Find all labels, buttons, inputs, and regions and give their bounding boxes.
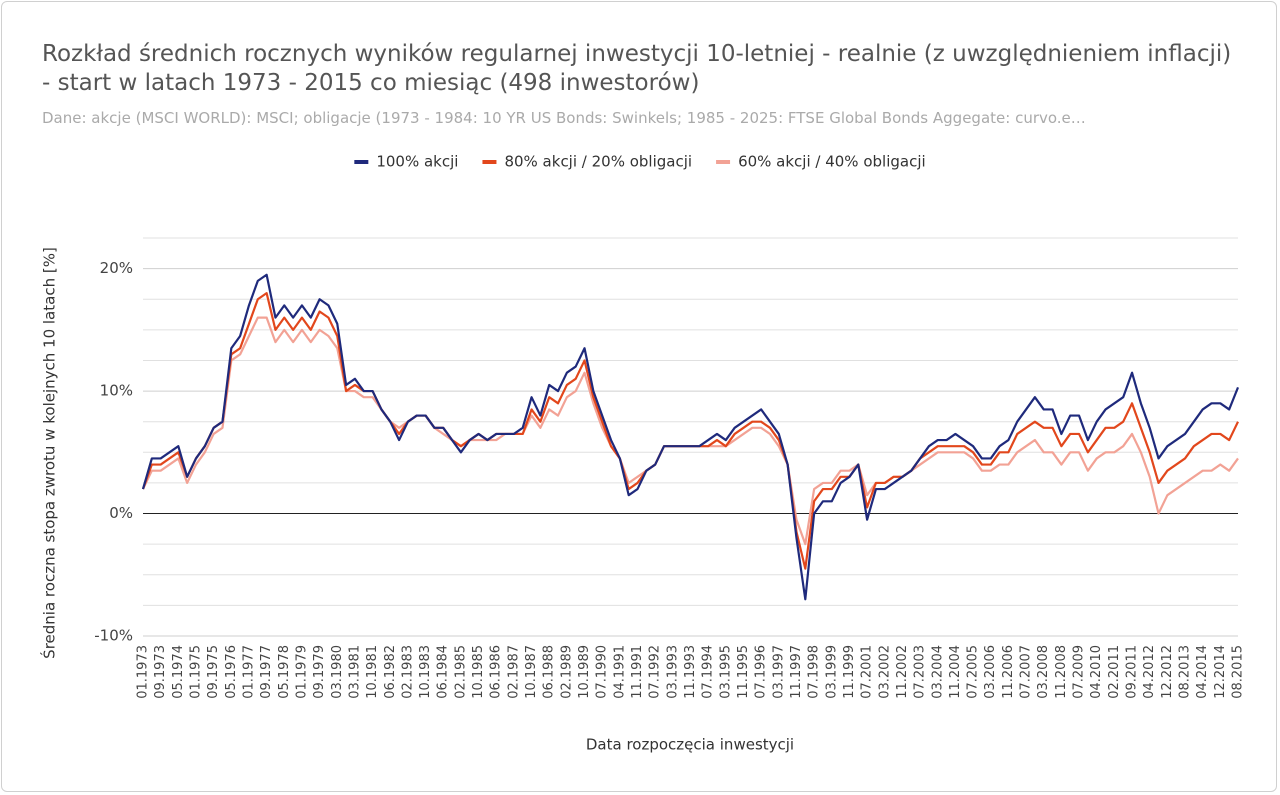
x-tick-label: 07.1996 — [754, 645, 769, 699]
x-tick-label: 01.1973 — [136, 645, 151, 699]
x-tick-label: 02.1987 — [506, 645, 521, 699]
x-tick-label: 06.1988 — [542, 645, 557, 699]
x-tick-label: 09.1975 — [206, 645, 221, 699]
x-tick-label: 02.1985 — [453, 645, 468, 699]
x-tick-label: 10.1981 — [365, 645, 380, 699]
y-axis-label: Średnia roczna stopa zwrotu w kolejnych … — [40, 247, 59, 659]
x-tick-label: 03.1997 — [771, 645, 786, 699]
x-tick-label: 11.1993 — [683, 645, 698, 699]
x-tick-label: 07.2007 — [1019, 645, 1034, 699]
x-tick-label: 07.1992 — [648, 645, 663, 699]
x-tick-label: 09.1979 — [312, 645, 327, 699]
x-tick-label: 07.2005 — [966, 645, 981, 699]
y-tick-label: 10% — [100, 382, 133, 400]
x-tick-label: 03.1995 — [718, 645, 733, 699]
x-tick-label: 06.1982 — [383, 645, 398, 699]
x-tick-label: 02.1983 — [400, 645, 415, 699]
x-tick-label: 05.1976 — [224, 645, 239, 699]
x-tick-label: 03.2008 — [1036, 645, 1051, 699]
x-tick-label: 09.2011 — [1125, 645, 1140, 699]
legend: 100% akcji 80% akcji / 20% obligacji 60% a… — [354, 153, 926, 171]
x-tick-label: 07.2009 — [1072, 645, 1087, 699]
x-tick-label: 11.2004 — [948, 645, 963, 699]
chart-title: Rozkład średnich rocznych wyników regula… — [42, 41, 1232, 96]
x-tick-label: 06.1984 — [436, 645, 451, 699]
x-tick-label: 12.2012 — [1160, 645, 1175, 699]
legend-label: 100% akcji — [376, 153, 458, 171]
legend-label: 80% akcji / 20% obligacji — [504, 153, 692, 171]
x-tick-label: 11.2006 — [1001, 645, 1016, 699]
x-tick-label: 11.1991 — [630, 645, 645, 699]
x-tick-label: 11.1997 — [789, 645, 804, 699]
x-tick-label: 07.1990 — [595, 645, 610, 699]
x-tick-label: 03.2006 — [983, 645, 998, 699]
x-tick-label: 10.1987 — [524, 645, 539, 699]
x-axis-label: Data rozpoczęcia inwestycji — [586, 736, 794, 754]
x-tick-label: 11.2002 — [895, 645, 910, 699]
x-tick-label: 10.1985 — [471, 645, 486, 699]
x-tick-label: 11.2008 — [1054, 645, 1069, 699]
x-tick-label: 03.1993 — [665, 645, 680, 699]
x-tick-label: 10.1983 — [418, 645, 433, 699]
x-tick-label: 09.1977 — [259, 645, 274, 699]
x-tick-label: 09.1973 — [153, 645, 168, 699]
x-tick-label: 07.1994 — [701, 645, 716, 699]
x-tick-label: 03.2002 — [877, 645, 892, 699]
y-tick-label: 20% — [100, 259, 133, 277]
x-tick-label: 04.2012 — [1142, 645, 1157, 699]
x-tick-label: 08.2015 — [1231, 645, 1246, 699]
x-tick-label: 04.2010 — [1089, 645, 1104, 699]
legend-label: 60% akcji / 40% obligacji — [738, 153, 926, 171]
x-tick-label: 01.1977 — [241, 645, 256, 699]
x-tick-label: 03.1980 — [330, 645, 345, 699]
x-tick-label: 10.1989 — [577, 645, 592, 699]
x-tick-label: 05.1974 — [171, 645, 186, 699]
series-line — [141, 292, 1239, 570]
x-tick-label: 04.1991 — [612, 645, 627, 699]
x-tick-label: 11.1995 — [736, 645, 751, 699]
x-tick-label: 02.1989 — [559, 645, 574, 699]
y-tick-label: -10% — [94, 627, 133, 645]
x-tick-label: 04.2014 — [1195, 645, 1210, 699]
series-line — [141, 273, 1240, 601]
x-tick-label: 07.2003 — [913, 645, 928, 699]
x-tick-label: 07.2001 — [860, 645, 875, 699]
x-tick-label: 07.1998 — [807, 645, 822, 699]
x-tick-label: 06.1986 — [489, 645, 504, 699]
x-tick-label: 12.2014 — [1213, 645, 1228, 699]
x-tick-label: 01.1979 — [294, 645, 309, 699]
x-tick-label: 08.2013 — [1178, 645, 1193, 699]
y-tick-label: 0% — [109, 504, 133, 522]
x-tick-label: 02.2011 — [1107, 645, 1122, 699]
chart-subtitle: Dane: akcje (MSCI WORLD): MSCI; obligacj… — [42, 109, 1086, 127]
x-tick-label: 03.1999 — [824, 645, 839, 699]
x-tick-label: 03.1981 — [347, 645, 362, 699]
x-tick-label: 03.2004 — [930, 645, 945, 699]
x-tick-label: 01.1975 — [188, 645, 203, 699]
x-tick-label: 05.1978 — [277, 645, 292, 699]
x-tick-label: 11.1999 — [842, 645, 857, 699]
series-line — [142, 316, 1239, 546]
